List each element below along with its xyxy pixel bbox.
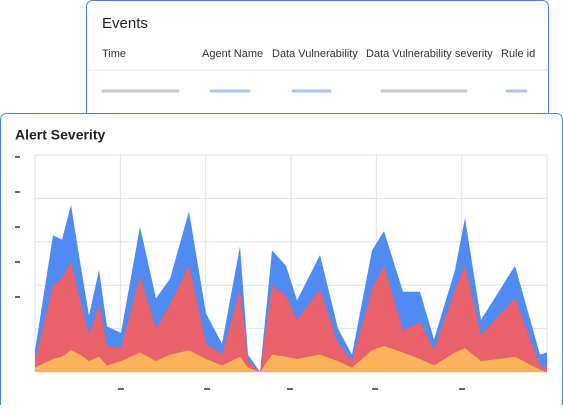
tick-placeholder bbox=[15, 296, 20, 298]
tick-placeholder bbox=[15, 156, 20, 158]
column-header: Rule id bbox=[501, 48, 535, 60]
chart-title: Alert Severity bbox=[15, 127, 105, 143]
column-header: Data Vulnerability bbox=[272, 48, 358, 60]
tick-placeholder bbox=[287, 388, 293, 390]
tick-placeholder bbox=[118, 388, 124, 390]
events-title: Events bbox=[102, 15, 148, 32]
axis-placeholders bbox=[15, 156, 465, 390]
area bbox=[35, 261, 547, 372]
area bbox=[35, 345, 547, 372]
tick-placeholder bbox=[15, 226, 20, 228]
tick-placeholder bbox=[204, 388, 210, 390]
column-header: Time bbox=[102, 48, 126, 60]
tick-placeholder bbox=[15, 191, 20, 193]
events-card bbox=[86, 0, 549, 131]
column-header: Data Vulnerability severity bbox=[366, 48, 493, 60]
tick-placeholder bbox=[15, 261, 20, 263]
tick-placeholder bbox=[459, 388, 465, 390]
tick-placeholder bbox=[372, 388, 378, 390]
column-header: Agent Name bbox=[202, 48, 263, 60]
plot bbox=[34, 154, 548, 373]
